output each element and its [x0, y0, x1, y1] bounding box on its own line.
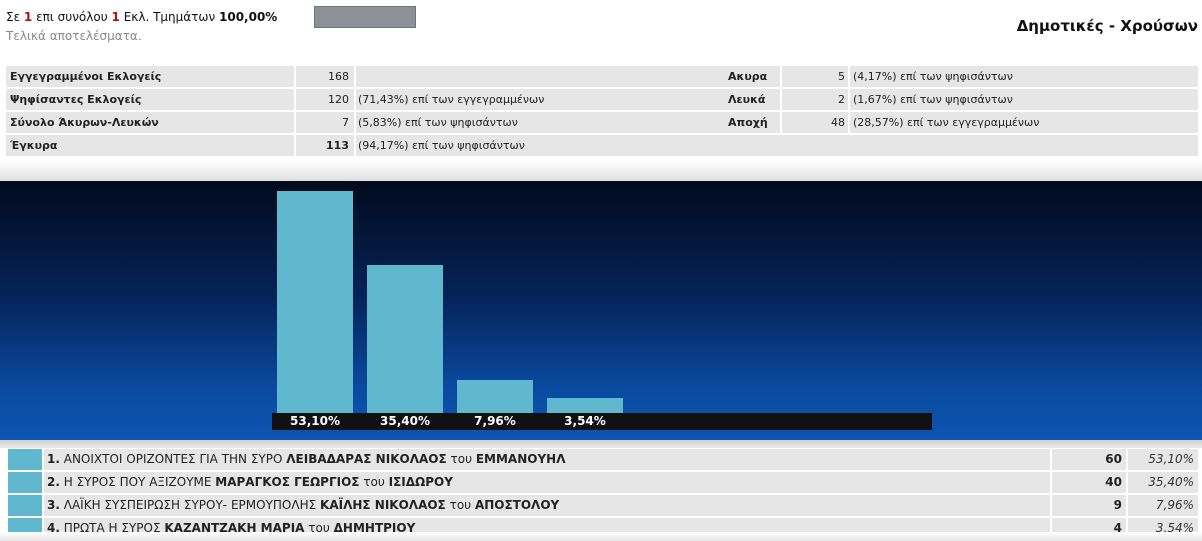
candidate-name-cell: 2. Η ΣΥΡΟΣ ΠΟΥ ΑΞΙΖΟΥΜΕ ΜΑΡΑΓΚΟΣ ΓΕΩΡΓΙΟ… [44, 472, 1050, 493]
stat-value-blank: 2 [782, 89, 848, 110]
candidate-party: ΠΡΩΤΑ Η ΣΥΡΟΣ [63, 521, 161, 535]
candidate-percent: 7,96% [1128, 495, 1198, 516]
stat-value-abstention: 48 [782, 112, 848, 133]
section-divider [0, 160, 1202, 182]
stat-pct-blank: (1,67%) επί των ψηφισάντων [850, 89, 1198, 110]
candidate-percent: 35,40% [1128, 472, 1198, 493]
stat-label-voted: Ψηφίσαντες Εκλογείς [6, 89, 294, 110]
candidate-party: ΑΝΟΙΧΤΟΙ ΟΡΙΖΟΝΤΕΣ ΓΙΑ ΤΗΝ ΣΥΡΟ [63, 452, 283, 466]
stat-value-voted: 120 [296, 89, 354, 110]
candidate-father-prefix: του [308, 521, 330, 535]
chart-footer-divider [0, 440, 1202, 448]
candidate-row: 1. ΑΝΟΙΧΤΟΙ ΟΡΙΖΟΝΤΕΣ ΓΙΑ ΤΗΝ ΣΥΡΟ ΛΕΙΒΑ… [8, 449, 1198, 470]
candidate-name-cell: 3. ΛΑΪΚΗ ΣΥΣΠΕΙΡΩΣΗ ΣΥΡΟΥ- ΕΡΜΟΥΠΟΛΗΣ ΚΑ… [44, 495, 1050, 516]
candidate-father-prefix: του [363, 475, 385, 489]
chart-bar-label-4: 3,54% [564, 414, 606, 428]
candidate-father: ΔΗΜΗΤΡΙΟΥ [333, 521, 416, 535]
stat-pct-abstention: (28,57%) επί των εγγεγραμμένων [850, 112, 1198, 133]
progress-summary: Σε 1 επι συνόλου 1 Εκλ. Τμημάτων 100,00% [6, 10, 277, 24]
total-sections: 1 [111, 10, 120, 24]
candidate-name-cell: 1. ΑΝΟΙΧΤΟΙ ΟΡΙΖΟΝΤΕΣ ΓΙΑ ΤΗΝ ΣΥΡΟ ΛΕΙΒΑ… [44, 449, 1050, 470]
progress-bar [314, 6, 416, 28]
candidate-father-prefix: του [449, 498, 472, 512]
stats-row: Σύνολο Άκυρων-Λευκών 7 (5,83%) επί των ψ… [6, 112, 1198, 133]
candidate-father-prefix: του [450, 452, 473, 466]
candidate-person: ΚΑΖΑΝΤΖΑΚΗ ΜΑΡΙΑ [164, 521, 305, 535]
candidate-party: Η ΣΥΡΟΣ ΠΟΥ ΑΞΙΖΟΥΜΕ [63, 475, 212, 489]
stat-value-invalid: 5 [782, 66, 848, 87]
stats-row: Ψηφίσαντες Εκλογείς 120 (71,43%) επί των… [6, 89, 1198, 110]
stats-row: Έγκυρα 113 (94,17%) επί των ψηφισάντων [6, 135, 1198, 156]
candidate-row: 2. Η ΣΥΡΟΣ ΠΟΥ ΑΞΙΖΟΥΜΕ ΜΑΡΑΓΚΟΣ ΓΕΩΡΓΙΟ… [8, 472, 1198, 493]
candidate-rank: 1. [47, 452, 60, 466]
chart-bar-label-2: 35,40% [380, 414, 430, 428]
stat-label-abstention: Αποχή [702, 112, 780, 133]
stat-pct-invalid: (4,17%) επί των ψηφισάντων [850, 66, 1198, 87]
chart-bar-2 [367, 265, 443, 413]
candidate-party: ΛΑΪΚΗ ΣΥΣΠΕΙΡΩΣΗ ΣΥΡΟΥ- ΕΡΜΟΥΠΟΛΗΣ [63, 498, 317, 512]
candidate-color-swatch [8, 495, 42, 516]
chart-bar-label-1: 53,10% [290, 414, 340, 428]
election-title: Δημοτικές - Χρούσων [1016, 17, 1198, 35]
candidate-father: ΑΠΟΣΤΟΛΟΥ [474, 498, 560, 512]
chart-label-strip [272, 413, 932, 430]
candidate-father: ΙΣΙΔΩΡΟΥ [388, 475, 453, 489]
candidate-person: ΛΕΙΒΑΔΑΡΑΣ ΝΙΚΟΛΑΟΣ [286, 452, 447, 466]
stat-pct-registered [356, 66, 702, 87]
final-results-note: Τελικά αποτελέσματα. [6, 29, 142, 43]
chart-bar-label-3: 7,96% [474, 414, 516, 428]
progress-percent: 100,00% [219, 10, 278, 24]
candidate-person: ΜΑΡΑΓΚΟΣ ΓΕΩΡΓΙΟΣ [215, 475, 360, 489]
stat-empty-cell [702, 135, 1198, 156]
candidate-father: ΕΜΜΑΝΟΥΗΛ [475, 452, 566, 466]
candidate-rank: 4. [47, 521, 60, 535]
stat-value-invalid-blank-total: 7 [296, 112, 354, 133]
stat-label-valid: Έγκυρα [6, 135, 294, 156]
candidate-votes: 60 [1052, 449, 1126, 470]
stats-row: Εγγεγραμμένοι Εκλογείς 168 Ακυρα 5 (4,17… [6, 66, 1198, 87]
stat-label-blank: Λευκά [702, 89, 780, 110]
stat-pct-voted: (71,43%) επί των εγγεγραμμένων [356, 89, 702, 110]
counted-sections: 1 [23, 10, 33, 24]
candidate-person: ΚΑΪΛΗΣ ΝΙΚΟΛΑΟΣ [320, 498, 446, 512]
turnout-stats-table: Εγγεγραμμένοι Εκλογείς 168 Ακυρα 5 (4,17… [6, 66, 1198, 158]
candidate-color-swatch [8, 449, 42, 470]
progress-bar-fill [315, 7, 415, 27]
stat-value-valid: 113 [296, 135, 354, 156]
candidate-color-swatch [8, 472, 42, 493]
candidate-percent: 53,10% [1128, 449, 1198, 470]
candidate-votes: 9 [1052, 495, 1126, 516]
candidate-votes: 40 [1052, 472, 1126, 493]
chart-bar-4 [547, 398, 623, 413]
progress-suffix: Εκλ. Τμημάτων [123, 10, 216, 24]
bottom-divider [0, 532, 1202, 541]
stat-pct-valid: (94,17%) επί των ψηφισάντων [356, 135, 702, 156]
candidate-rank: 2. [47, 475, 60, 489]
candidate-rank: 3. [47, 498, 60, 512]
stat-label-invalid-blank-total: Σύνολο Άκυρων-Λευκών [6, 112, 294, 133]
stat-label-registered: Εγγεγραμμένοι Εκλογείς [6, 66, 294, 87]
progress-prefix: Σε [6, 10, 21, 24]
candidate-row: 3. ΛΑΪΚΗ ΣΥΣΠΕΙΡΩΣΗ ΣΥΡΟΥ- ΕΡΜΟΥΠΟΛΗΣ ΚΑ… [8, 495, 1198, 516]
chart-bar-3 [457, 380, 533, 413]
stat-value-registered: 168 [296, 66, 354, 87]
results-bar-chart: 53,10% 35,40% 7,96% 3,54% [0, 181, 1202, 440]
chart-bar-1 [277, 191, 353, 413]
progress-middle: επι συνόλου [36, 10, 108, 24]
stat-label-invalid: Ακυρα [702, 66, 780, 87]
stat-pct-invalid-blank-total: (5,83%) επί των ψηφισάντων [356, 112, 702, 133]
results-header: Σε 1 επι συνόλου 1 Εκλ. Τμημάτων 100,00%… [0, 0, 1202, 60]
